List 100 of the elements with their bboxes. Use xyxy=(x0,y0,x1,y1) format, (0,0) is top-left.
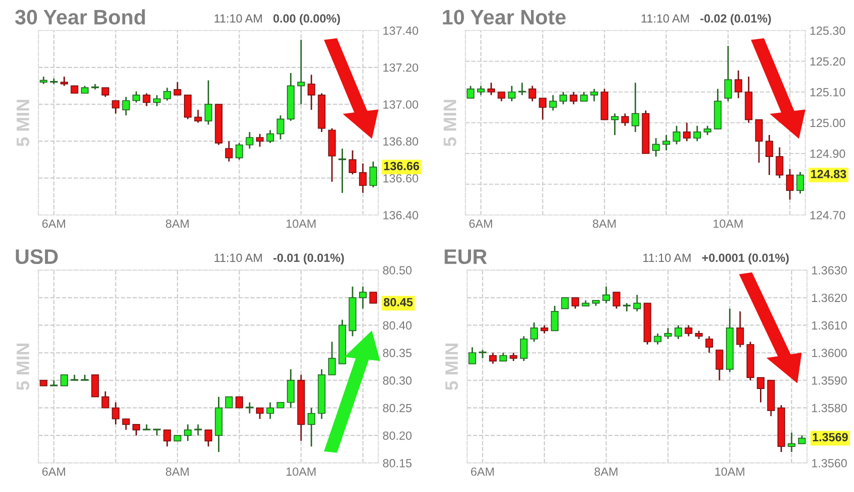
candlestick xyxy=(559,91,568,105)
candlestick xyxy=(194,424,202,436)
candlestick xyxy=(477,85,485,96)
candlestick xyxy=(338,148,346,194)
y-tick-label: 124.70 xyxy=(810,211,846,220)
text: +0.0001 (0.01%) xyxy=(702,253,789,264)
candlestick xyxy=(704,125,712,136)
x-tick-label: 8AM xyxy=(166,219,189,228)
y-tick-label: 136.80 xyxy=(383,137,418,146)
x-tick-label: 6AM xyxy=(471,467,494,476)
chart-subtitle: 11:10 AM xyxy=(643,254,690,262)
candlestick xyxy=(132,90,140,104)
y-tick-label: 137.00 xyxy=(383,100,418,109)
candlestick xyxy=(60,76,68,87)
candlestick xyxy=(518,82,526,96)
candlestick xyxy=(736,310,744,348)
y-tick-label: 80.15 xyxy=(383,459,412,468)
chart-title: 10 Year Note xyxy=(442,10,566,25)
candlestick xyxy=(163,87,171,102)
y-tick-label: 137.20 xyxy=(383,63,418,72)
candlestick xyxy=(662,134,670,152)
candlestick xyxy=(478,349,486,359)
candlestick xyxy=(508,85,516,102)
chart-title: 30 Year Bond xyxy=(15,9,145,25)
candlestick xyxy=(256,133,264,148)
candlestick xyxy=(369,292,378,304)
candlestick xyxy=(487,82,496,96)
candlestick xyxy=(142,92,150,107)
candlestick xyxy=(561,297,569,310)
candlestick xyxy=(153,428,161,436)
candlestick xyxy=(633,294,641,312)
y-tick-label: 1.3560 xyxy=(812,459,847,468)
candlestick xyxy=(654,332,662,346)
candlestick xyxy=(163,429,171,448)
candlestick xyxy=(348,150,356,176)
x-tick-label: 10AM xyxy=(715,467,744,476)
candlestick xyxy=(359,286,367,310)
y-tick-label: 80.40 xyxy=(383,321,412,330)
candlestick xyxy=(122,96,130,116)
y-tick-label: 137.40 xyxy=(383,26,418,35)
y-tick-label: 125.00 xyxy=(810,118,846,128)
y-tick-label: 80.50 xyxy=(383,266,412,274)
candlestick xyxy=(235,396,244,408)
y-tick-label: 125.30 xyxy=(810,26,846,35)
candlestick xyxy=(489,352,497,364)
candlestick xyxy=(674,324,682,340)
text: 80.45 xyxy=(384,298,413,306)
chart-subtitle: 11:10 AM xyxy=(214,254,262,262)
candlestick xyxy=(276,114,284,140)
x-tick-label: 8AM xyxy=(592,219,616,228)
candlestick xyxy=(693,125,701,142)
text: 0.00 (0.00%) xyxy=(273,14,340,25)
candlestick xyxy=(225,396,233,408)
candlestick xyxy=(60,374,68,386)
candlestick xyxy=(734,70,742,99)
candlestick xyxy=(112,100,120,114)
y-tick-label: 80.30 xyxy=(383,376,412,385)
text: -0.01 (0.01%) xyxy=(273,253,344,264)
candlestick xyxy=(174,81,182,96)
candlestick xyxy=(132,424,140,436)
y-tick-label: 1.3620 xyxy=(812,294,847,302)
x-tick-label: 6AM xyxy=(42,219,66,228)
candlestick xyxy=(755,118,763,164)
candlestick xyxy=(549,94,557,112)
candlestick xyxy=(308,74,316,111)
candlestick xyxy=(724,45,732,102)
candlestick xyxy=(204,429,212,448)
y-tick-label: 1.3630 xyxy=(812,266,847,274)
text: 136.66 xyxy=(384,162,420,170)
candlestick xyxy=(194,109,202,124)
candlestick xyxy=(786,168,794,200)
candlestick xyxy=(369,160,378,188)
candlestick xyxy=(683,122,691,142)
candlestick xyxy=(756,376,764,404)
candlestick xyxy=(765,134,774,176)
candlestick xyxy=(520,336,528,362)
x-tick-label: 6AM xyxy=(42,467,66,476)
y-tick-label: 125.20 xyxy=(810,57,846,66)
text: 124.83 xyxy=(811,170,846,178)
candlestick xyxy=(153,94,161,107)
candlestick xyxy=(184,424,192,442)
x-tick-label: 10AM xyxy=(286,219,316,228)
candlestick xyxy=(776,146,784,179)
candlestick xyxy=(266,402,274,420)
candlestick xyxy=(102,390,110,409)
chart-title: EUR xyxy=(444,250,487,264)
candlestick xyxy=(664,327,672,340)
y-tick-label: 1.3610 xyxy=(812,321,847,330)
chart-subtitle: 11:10 AM xyxy=(214,14,262,23)
candlestick xyxy=(102,87,110,98)
y-tick-label: 80.20 xyxy=(383,431,412,440)
candlestick xyxy=(91,374,99,398)
candlestick xyxy=(246,402,254,414)
candlestick xyxy=(632,82,640,133)
x-tick-label: 10AM xyxy=(714,219,743,228)
candlestick xyxy=(528,85,536,102)
candlestick xyxy=(788,432,796,453)
y-tick-label: 124.90 xyxy=(810,150,846,158)
candlestick xyxy=(571,296,580,310)
candlestick xyxy=(286,368,295,409)
